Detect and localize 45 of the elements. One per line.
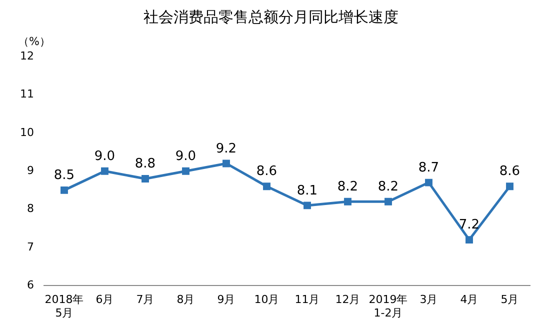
data-label: 7.2 (458, 218, 480, 233)
x-tick-label: 2018年 5月 (44, 293, 84, 320)
point (425, 178, 432, 186)
y-tick-label: 12 (20, 49, 34, 62)
point (101, 167, 108, 175)
point (344, 198, 352, 206)
x-tick-label: 3月 (420, 293, 438, 306)
point (304, 202, 311, 210)
x-tick-label: 9月 (217, 293, 236, 306)
y-tick-label: 8 (26, 202, 34, 216)
y-tick-label: 6 (26, 278, 34, 292)
chart-title: 社会消费品零售总额分月同比增长速度 (142, 8, 400, 27)
x-tick-label: 7月 (136, 293, 154, 306)
x-tick-label: 8月 (176, 293, 195, 306)
data-label: 8.5 (54, 168, 75, 184)
point (60, 186, 68, 194)
point (263, 182, 270, 190)
data-label: 9.0 (175, 148, 196, 164)
data-label: 8.1 (296, 183, 318, 198)
point (506, 182, 514, 190)
x-tick-label: 4月 (460, 293, 478, 306)
data-label: 8.2 (378, 180, 399, 195)
data-label: 9.0 (94, 148, 116, 164)
y-tick-label: 10 (20, 126, 34, 139)
x-tick-label: 6月 (96, 293, 114, 306)
y-tick-label: 7 (26, 240, 34, 254)
x-tick-label: 2019年 1-2月 (368, 293, 408, 320)
y-tick-label: 9 (26, 164, 34, 177)
point (466, 236, 473, 244)
data-label: 8.6 (256, 164, 278, 180)
data-label: 8.2 (337, 180, 358, 195)
point (182, 167, 190, 175)
y-axis-title: （%） (18, 34, 50, 49)
data-label: 8.6 (499, 164, 520, 180)
point (384, 198, 392, 206)
x-tick-label: 5月 (500, 293, 519, 306)
point (142, 175, 149, 182)
x-tick-label: 12月 (335, 293, 360, 306)
y-tick-label: 11 (20, 88, 34, 101)
data-label: 9.2 (216, 141, 237, 156)
x-tick-label: 11月 (294, 293, 320, 306)
data-label: 8.7 (418, 160, 440, 176)
x-tick-label: 10月 (254, 293, 280, 306)
point (222, 160, 230, 168)
data-label: 8.8 (134, 156, 156, 172)
